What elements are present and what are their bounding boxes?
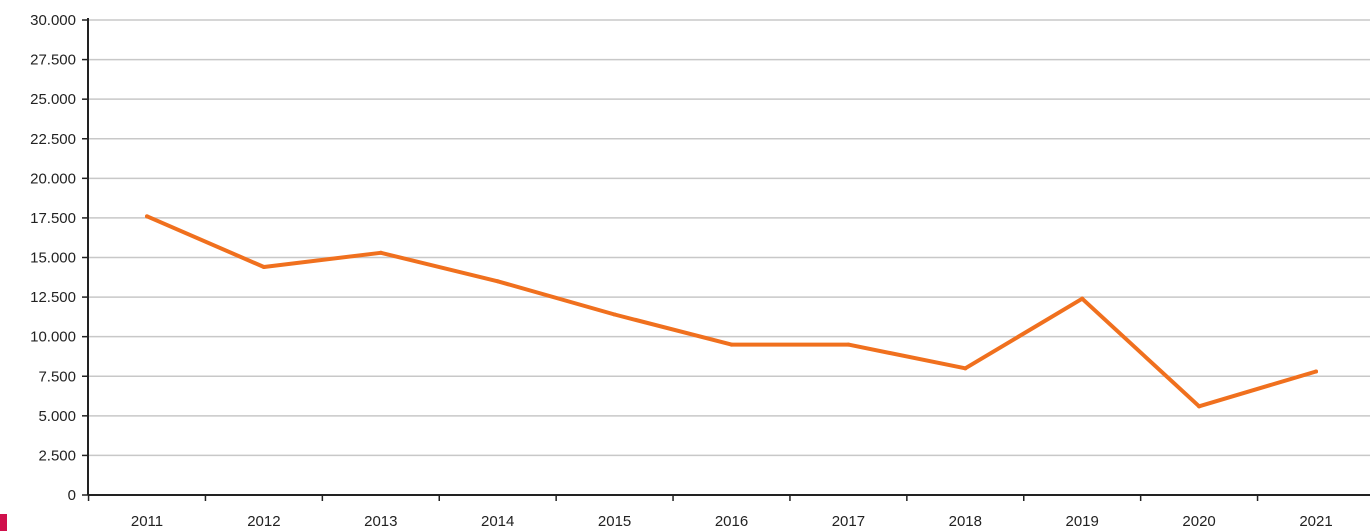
data-point xyxy=(1314,369,1318,374)
y-tick-label: 2.500 xyxy=(38,447,76,464)
y-tick-label: 0 xyxy=(68,487,76,504)
data-point xyxy=(963,366,968,371)
corner-mark xyxy=(0,514,7,531)
y-tick-label: 7.500 xyxy=(38,368,76,385)
y-tick-label: 15.000 xyxy=(30,250,76,267)
x-tick-label: 2011 xyxy=(131,513,163,530)
x-axis-ticks: 2011 2012 2013 2014 2015 2016 2017 2018 2019 2020… xyxy=(87,495,1333,530)
data-point xyxy=(1080,296,1085,301)
data-point xyxy=(261,265,266,269)
x-tick-label: 2012 xyxy=(247,513,280,530)
x-tick-label: 2021 xyxy=(1299,513,1332,530)
x-tick-label: 2016 xyxy=(715,513,748,530)
grid-lines xyxy=(88,19,1370,457)
y-tick-label: 17.500 xyxy=(30,210,76,227)
y-tick-label: 25.000 xyxy=(30,91,76,108)
x-tick-label: 2013 xyxy=(364,513,397,530)
y-tick-label: 12.500 xyxy=(30,289,76,306)
series-line xyxy=(145,214,1318,409)
x-tick-label: 2017 xyxy=(832,513,865,530)
data-point xyxy=(495,279,500,284)
y-tick-label: 5.000 xyxy=(38,408,76,425)
data-point xyxy=(612,312,617,317)
series-lines xyxy=(145,214,1318,409)
axes xyxy=(87,18,1370,496)
y-axis-ticks: 0 2.500 5.000 7.500 10.000 12.500 15.000 17.500… xyxy=(30,12,88,504)
x-tick-label: 2015 xyxy=(598,513,631,530)
data-point xyxy=(729,342,734,347)
data-point xyxy=(1197,404,1202,409)
data-point xyxy=(378,250,383,255)
y-tick-label: 27.500 xyxy=(30,52,76,69)
x-tick-label: 2014 xyxy=(481,513,514,530)
x-tick-label: 2019 xyxy=(1066,513,1099,530)
y-tick-label: 20.000 xyxy=(30,170,76,187)
y-tick-label: 10.000 xyxy=(30,329,76,346)
x-tick-label: 2020 xyxy=(1182,513,1215,530)
y-tick-label: 30.000 xyxy=(30,12,76,29)
x-tick-label: 2018 xyxy=(949,513,982,530)
data-point xyxy=(145,214,149,219)
data-point xyxy=(846,342,851,347)
y-tick-label: 22.500 xyxy=(30,131,76,148)
